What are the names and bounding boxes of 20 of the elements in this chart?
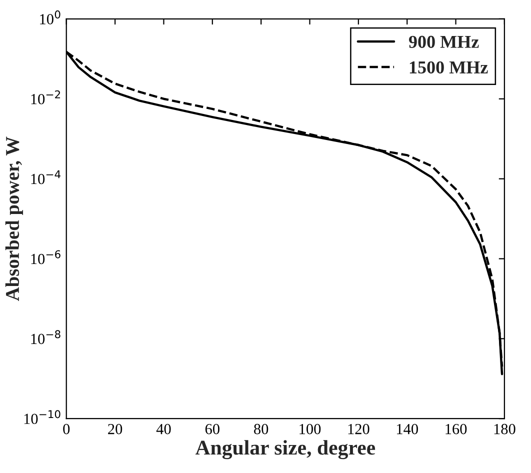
x-tick-label: 160	[446, 424, 467, 434]
x-tick-label: 100	[300, 424, 321, 434]
legend-label: 900 MHz	[408, 36, 479, 48]
x-tick-label: 60	[205, 424, 220, 434]
x-tick-label: 80	[254, 424, 268, 434]
y-tick-label: 10$^{−8}$	[31, 330, 60, 344]
y-axis-title: Absorbed power, W	[5, 136, 24, 301]
x-tick-label: 180	[494, 424, 516, 434]
x-tick-label: 40	[156, 424, 171, 434]
x-axis-title: Angular size, degree	[195, 440, 376, 460]
y-tick-label: 10$^{−10}$	[24, 410, 60, 424]
x-tick-label: 140	[396, 424, 418, 434]
y-tick-label: 10$^{−4}$	[31, 170, 60, 184]
y-tick-label: 10$^{−2}$	[31, 90, 60, 104]
x-tick-label: 0	[63, 424, 70, 434]
y-tick-label: 10$^{−6}$	[31, 250, 60, 264]
y-tick-label: 10$^{0}$	[40, 10, 60, 24]
legend-label: 1500 MHz	[410, 61, 488, 74]
x-tick-label: 120	[348, 424, 370, 434]
x-tick-label: 20	[108, 424, 122, 434]
